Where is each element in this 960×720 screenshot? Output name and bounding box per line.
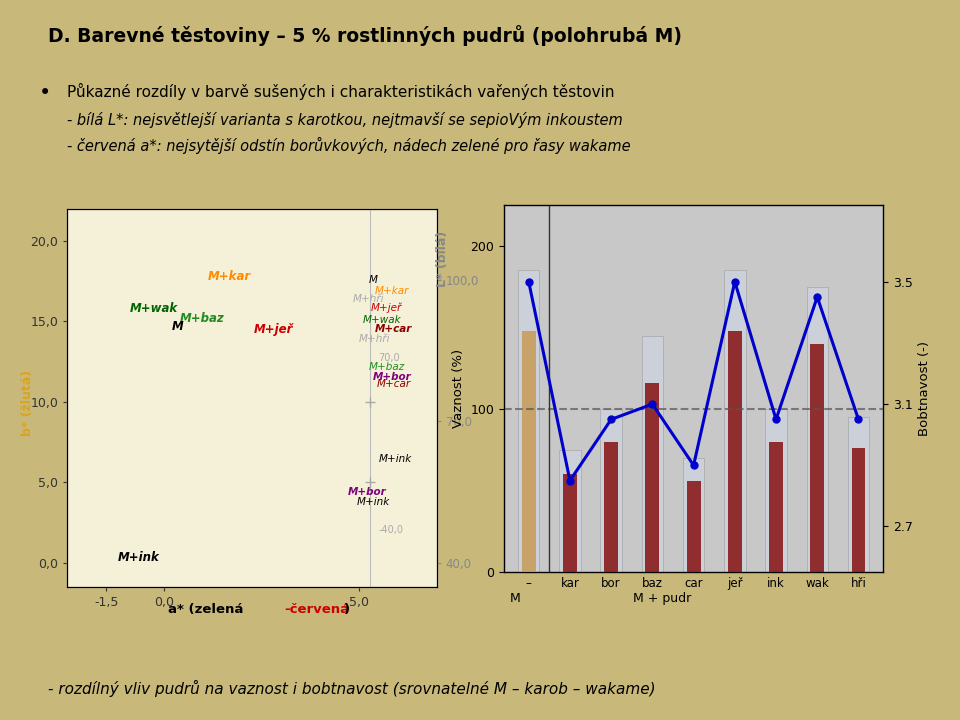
Text: M+ink: M+ink — [357, 497, 391, 507]
Text: M+wak: M+wak — [130, 302, 178, 315]
Bar — [683, 458, 705, 572]
Text: M + pudr: M + pudr — [634, 592, 691, 605]
Text: M+car: M+car — [376, 379, 411, 389]
Text: ): ) — [344, 603, 349, 616]
Text: M: M — [369, 274, 377, 284]
Text: 70,0: 70,0 — [378, 353, 400, 363]
Bar — [765, 409, 787, 572]
Bar — [724, 271, 746, 572]
Text: M+wak: M+wak — [363, 315, 401, 325]
Bar — [728, 331, 742, 572]
Text: M+car: M+car — [374, 324, 412, 334]
Text: - rozdílný vliv pudrů na vaznost i bobtnavost (srovnatelné M – karob – wakame): - rozdílný vliv pudrů na vaznost i bobtn… — [48, 680, 656, 698]
Text: - červená a*: nejsytější odstín borůvkových, nádech zelené pro řasy wakame: - červená a*: nejsytější odstín borůvkov… — [67, 137, 631, 154]
Text: D. Barevné těstoviny – 5 % rostlinných pudrů (polohrubá M): D. Barevné těstoviny – 5 % rostlinných p… — [48, 25, 682, 46]
Bar — [769, 442, 783, 572]
Text: b* (žlutá): b* (žlutá) — [21, 370, 35, 436]
Text: M+baz: M+baz — [180, 312, 225, 325]
Text: -červená: -červená — [284, 603, 349, 616]
Text: M+jeř: M+jeř — [371, 303, 402, 313]
Y-axis label: Bobtnavost (-): Bobtnavost (-) — [919, 341, 931, 436]
Text: M+hři: M+hři — [353, 294, 385, 304]
Text: M+bor: M+bor — [372, 372, 411, 382]
Text: M: M — [172, 320, 184, 333]
Text: M+bor: M+bor — [348, 487, 386, 498]
Bar — [645, 383, 660, 572]
Bar — [810, 344, 825, 572]
Bar — [522, 331, 536, 572]
Text: L* (bílá): L* (bílá) — [436, 231, 449, 287]
Text: Půkazné rozdíly v barvě sušených i charakteristikách vařených těstovin: Půkazné rozdíly v barvě sušených i chara… — [67, 83, 614, 100]
Text: M+ink: M+ink — [118, 552, 159, 564]
Bar — [604, 442, 618, 572]
Bar — [686, 481, 701, 572]
Text: a* (zelená: a* (zelená — [168, 603, 244, 616]
Text: M+ink: M+ink — [378, 454, 412, 464]
Bar — [518, 271, 540, 572]
Text: M+kar: M+kar — [207, 270, 251, 283]
Bar — [848, 418, 869, 572]
Text: M: M — [510, 592, 521, 605]
Text: M+kar: M+kar — [374, 287, 409, 297]
Bar — [600, 409, 622, 572]
Y-axis label: Vaznost (%): Vaznost (%) — [452, 349, 465, 428]
Text: •: • — [38, 83, 51, 103]
Text: M+hři: M+hři — [359, 334, 391, 343]
Text: M+baz: M+baz — [369, 362, 405, 372]
Text: M+jeř: M+jeř — [254, 323, 294, 336]
Text: -40,0: -40,0 — [378, 525, 403, 535]
Text: - bílá L*: nejsvětlejší varianta s karotkou, nejtmavší se sepioVým inkoustem: - bílá L*: nejsvětlejší varianta s karot… — [67, 112, 623, 127]
Bar — [641, 336, 663, 572]
Bar — [563, 474, 577, 572]
Bar — [852, 449, 865, 572]
Bar — [560, 450, 581, 572]
Bar — [806, 287, 828, 572]
